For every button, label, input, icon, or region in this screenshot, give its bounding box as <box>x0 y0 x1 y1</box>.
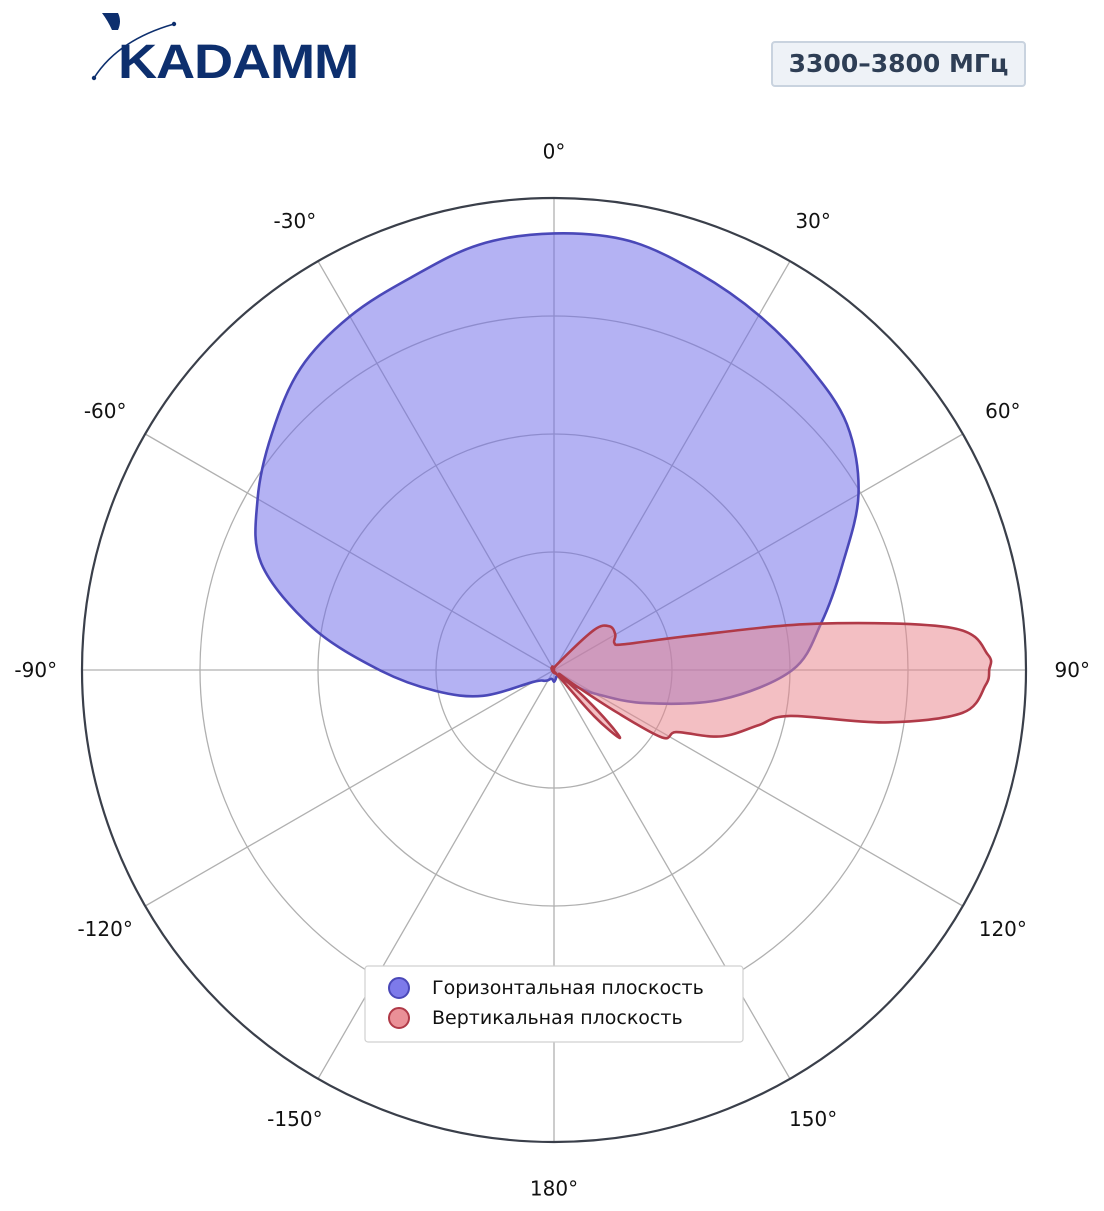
series-horizontal-plane <box>254 231 860 706</box>
series-vertical-plane <box>550 621 993 740</box>
angle-gridline <box>144 669 555 907</box>
series-layer <box>254 231 993 740</box>
brand-logo: KADAMM <box>88 8 368 89</box>
logo-text: KADAMM <box>118 36 358 88</box>
logo-mark-icon: KADAMM <box>91 13 359 89</box>
angle-tick-label: -60° <box>84 399 127 423</box>
angle-tick-label: 30° <box>795 209 830 233</box>
legend-label: Горизонтальная плоскость <box>432 977 704 999</box>
angle-tick-label: 180° <box>530 1176 578 1200</box>
frequency-badge: 3300–3800 МГц <box>771 41 1026 87</box>
angle-gridline <box>553 669 791 1080</box>
angle-gridline <box>317 669 555 1080</box>
angle-tick-label: -90° <box>14 658 57 682</box>
legend: Горизонтальная плоскость Вертикальная пло… <box>364 965 744 1043</box>
angle-tick-label: -120° <box>77 917 132 941</box>
angle-tick-label: 0° <box>543 140 566 164</box>
polar-frame <box>80 196 1028 1144</box>
angle-tick-label: -150° <box>267 1107 322 1131</box>
angle-tick-label: 90° <box>1055 658 1090 682</box>
angle-tick-label: -30° <box>274 209 317 233</box>
angle-tick-label: 150° <box>789 1107 837 1131</box>
legend-label: Вертикальная плоскость <box>432 1007 683 1029</box>
polar-outer-frame <box>80 196 1028 1144</box>
legend-box <box>364 965 744 1043</box>
legend-marker <box>388 1007 410 1029</box>
angle-tick-labels: 0° 30° 60° 90° 120° 150° 180° -150° -120° -90° -60… <box>14 140 1090 1201</box>
angle-tick-label: 60° <box>985 399 1020 423</box>
legend-marker <box>388 977 410 999</box>
angle-tick-label: 120° <box>979 917 1027 941</box>
